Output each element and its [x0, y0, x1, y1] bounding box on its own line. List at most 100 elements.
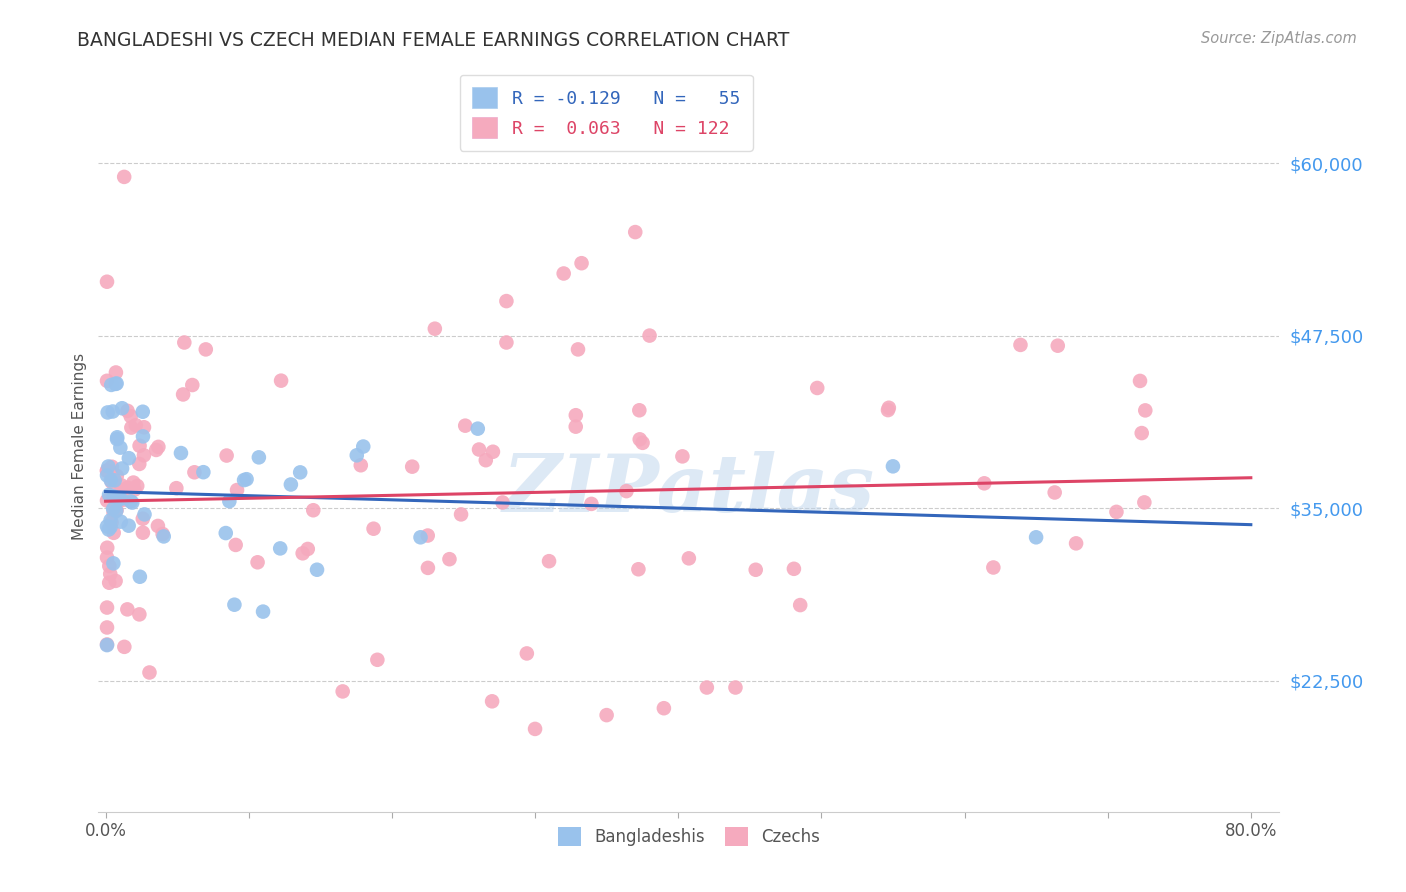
Point	[352, 440, 374, 454]
Point	[595, 708, 617, 723]
Point	[96, 550, 118, 565]
Point	[1064, 536, 1087, 550]
Point	[877, 401, 900, 415]
Point	[246, 555, 269, 569]
Point	[132, 429, 155, 443]
Point	[117, 602, 139, 616]
Point	[416, 561, 439, 575]
Point	[1129, 374, 1152, 388]
Point	[215, 526, 238, 541]
Text: BANGLADESHI VS CZECH MEDIAN FEMALE EARNINGS CORRELATION CHART: BANGLADESHI VS CZECH MEDIAN FEMALE EARNI…	[77, 31, 790, 50]
Point	[138, 665, 160, 680]
Point	[117, 404, 139, 418]
Point	[631, 435, 654, 450]
Point	[181, 378, 204, 392]
Point	[96, 374, 118, 388]
Point	[101, 459, 124, 474]
Point	[101, 475, 124, 490]
Point	[467, 422, 489, 436]
Point	[134, 508, 156, 522]
Point	[152, 529, 174, 543]
Point	[423, 321, 446, 335]
Point	[96, 464, 118, 478]
Point	[96, 541, 118, 555]
Point	[783, 562, 806, 576]
Point	[1133, 495, 1156, 509]
Point	[537, 554, 560, 568]
Point	[297, 541, 319, 556]
Point	[194, 343, 217, 357]
Point	[105, 469, 128, 483]
Point	[132, 525, 155, 540]
Point	[290, 466, 312, 480]
Point	[173, 335, 195, 350]
Point	[96, 493, 118, 508]
Point	[409, 530, 432, 544]
Point	[104, 494, 127, 508]
Point	[627, 562, 650, 576]
Point	[291, 546, 314, 560]
Point	[101, 502, 124, 516]
Point	[638, 328, 661, 343]
Point	[97, 459, 120, 474]
Point	[100, 513, 122, 527]
Point	[127, 479, 149, 493]
Point	[120, 420, 142, 434]
Point	[110, 491, 132, 506]
Point	[110, 515, 132, 529]
Point	[104, 473, 127, 487]
Point	[121, 495, 143, 509]
Point	[98, 575, 121, 590]
Point	[567, 343, 589, 357]
Point	[628, 403, 651, 417]
Point	[218, 494, 240, 508]
Point	[1105, 505, 1128, 519]
Point	[98, 559, 121, 574]
Point	[624, 225, 647, 239]
Point	[165, 481, 187, 495]
Point	[616, 484, 638, 499]
Point	[110, 441, 132, 455]
Point	[401, 459, 423, 474]
Point	[172, 387, 194, 401]
Point	[652, 701, 675, 715]
Point	[235, 472, 257, 486]
Point	[117, 481, 139, 495]
Point	[96, 275, 118, 289]
Point	[882, 459, 904, 474]
Point	[118, 518, 141, 533]
Point	[225, 538, 247, 552]
Point	[105, 432, 128, 446]
Point	[270, 374, 292, 388]
Point	[122, 475, 145, 490]
Point	[125, 418, 148, 433]
Point	[97, 405, 120, 419]
Point	[744, 563, 766, 577]
Point	[553, 267, 575, 281]
Point	[233, 473, 256, 487]
Point	[252, 605, 274, 619]
Point	[103, 557, 125, 571]
Y-axis label: Median Female Earnings: Median Female Earnings	[72, 352, 87, 540]
Point	[98, 464, 121, 478]
Point	[103, 525, 125, 540]
Point	[128, 457, 150, 471]
Point	[305, 563, 328, 577]
Point	[1043, 485, 1066, 500]
Point	[96, 468, 118, 483]
Point	[98, 566, 121, 581]
Point	[516, 647, 538, 661]
Point	[104, 366, 127, 380]
Point	[215, 449, 238, 463]
Point	[100, 520, 122, 534]
Point	[132, 512, 155, 526]
Point	[571, 256, 593, 270]
Point	[224, 598, 246, 612]
Point	[96, 464, 118, 478]
Point	[363, 522, 385, 536]
Point	[96, 638, 118, 652]
Point	[128, 607, 150, 622]
Point	[112, 640, 135, 654]
Point	[105, 376, 128, 391]
Point	[696, 681, 718, 695]
